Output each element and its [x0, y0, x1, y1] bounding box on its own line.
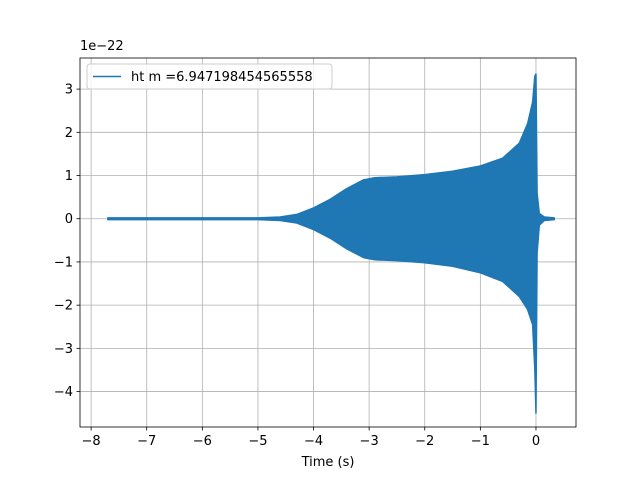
- y-tick-label: 3: [65, 83, 73, 98]
- legend-box: [86, 63, 333, 90]
- x-tick-label: −6: [193, 434, 212, 449]
- x-tick-label: −5: [248, 434, 267, 449]
- ticks: −8 −7 −6 −5 −4 −3 −2 −1 0 −4 −3 −2 −1 0 1 2 3: [54, 83, 540, 449]
- y-offset-label: 1e−22: [80, 39, 124, 54]
- y-tick-label: −4: [54, 385, 73, 400]
- y-tick-label: 1: [65, 169, 73, 184]
- y-tick-label: 0: [65, 212, 73, 227]
- x-tick-label: −1: [471, 434, 490, 449]
- legend-label: ht m =6.947198454565558: [131, 70, 313, 85]
- plot-area: [107, 73, 556, 414]
- x-axis-label: Time (s): [301, 455, 355, 470]
- y-tick-label: −2: [54, 299, 73, 314]
- x-tick-label: −3: [360, 434, 379, 449]
- series-line-ht: [107, 73, 556, 414]
- x-tick-label: 0: [532, 434, 540, 449]
- x-tick-label: −8: [82, 434, 101, 449]
- x-tick-label: −7: [137, 434, 156, 449]
- x-tick-label: −2: [415, 434, 434, 449]
- x-tick-label: −4: [304, 434, 323, 449]
- y-tick-label: −3: [54, 342, 73, 357]
- axes-frame: [79, 57, 577, 428]
- y-tick-label: 2: [65, 126, 73, 141]
- y-tick-label: −1: [54, 255, 73, 270]
- legend[interactable]: ht m =6.947198454565558: [86, 63, 333, 90]
